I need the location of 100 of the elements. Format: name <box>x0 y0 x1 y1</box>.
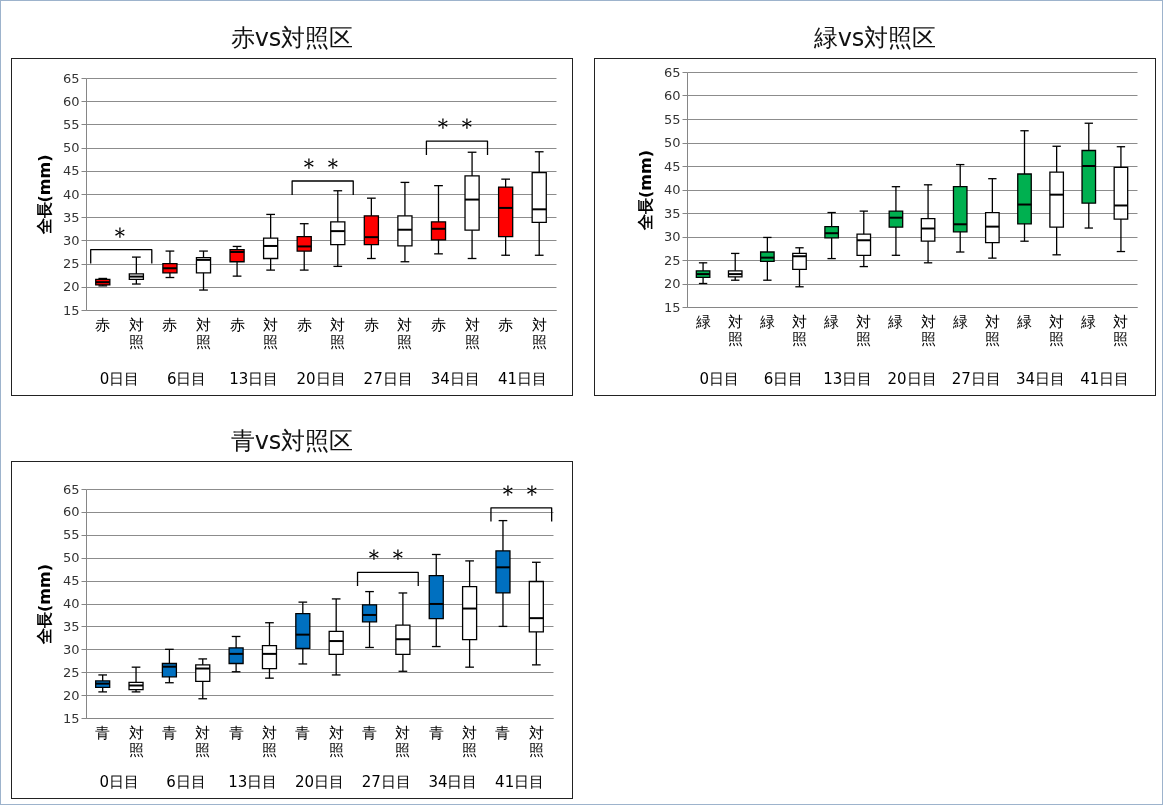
y-tick-label: 45 <box>62 163 80 179</box>
x-tick-label: 6日目 <box>763 370 804 388</box>
text: 青 <box>95 724 111 742</box>
y-tick-label: 35 <box>62 209 80 225</box>
x-tick-label: 20日目 <box>296 370 346 388</box>
text: 緑 <box>824 313 840 331</box>
x-tick-label: 6日目 <box>166 370 207 388</box>
text: 緑 <box>888 313 904 331</box>
text: 青 <box>428 724 444 742</box>
y-tick-label: 15 <box>62 302 80 318</box>
y-tick-label: 45 <box>62 573 80 589</box>
y-axis-title: 全長(mm) <box>635 150 655 231</box>
y-tick-label: 60 <box>62 93 80 109</box>
x-tick-label: 0日目 <box>699 370 739 388</box>
text: 赤 <box>498 316 514 334</box>
text: 赤 <box>95 316 111 334</box>
y-tick-label: 35 <box>663 205 681 221</box>
y-axis-title: 全長(mm) <box>34 564 54 645</box>
y-tick-label: 55 <box>663 111 681 127</box>
y-tick-label: 25 <box>663 252 681 268</box>
x-tick-label: 13日目 <box>229 370 279 388</box>
text: 緑 <box>694 313 711 331</box>
x-tick-label: 20日目 <box>887 370 937 388</box>
x-tick-label: 41日目 <box>495 773 545 791</box>
text: 緑 <box>1017 313 1032 331</box>
text: 対照 <box>397 316 413 351</box>
y-tick-label: 30 <box>62 232 80 248</box>
text: 赤 <box>296 316 312 334</box>
y-tick-label: 65 <box>663 64 681 80</box>
y-tick-label: 65 <box>62 481 80 497</box>
x-tick-label: 34日目 <box>1016 370 1066 388</box>
text: 対照 <box>263 316 279 351</box>
text: 赤 <box>162 316 178 334</box>
text: 対照 <box>462 724 478 759</box>
y-tick-label: 15 <box>663 299 681 315</box>
y-tick-label: 25 <box>62 664 80 680</box>
y-tick-label: 15 <box>62 710 80 726</box>
annotation: ＊＊ <box>362 544 411 573</box>
y-tick-label: 60 <box>663 88 681 103</box>
text: 赤 <box>431 316 446 334</box>
x-tick-label: 0日目 <box>99 773 140 791</box>
annotation: ＊＊ <box>431 113 480 142</box>
y-tick-label: 65 <box>62 70 80 86</box>
chart-title: 赤vs対照区 <box>229 23 355 54</box>
text: 対照 <box>128 316 144 351</box>
text: 対照 <box>395 724 411 759</box>
text: 青 <box>161 724 177 742</box>
text: 対照 <box>920 313 936 348</box>
y-tick-label: 40 <box>62 186 80 202</box>
y-tick-label: 40 <box>663 182 681 197</box>
text: 赤 <box>229 316 245 334</box>
y-tick-label: 40 <box>62 596 80 611</box>
y-tick-label: 30 <box>663 229 681 244</box>
text: 対照 <box>528 724 544 759</box>
text: 対照 <box>128 724 144 759</box>
text: 青 <box>362 724 378 742</box>
text: 緑 <box>1081 313 1097 331</box>
x-tick-label: 20日目 <box>294 773 345 791</box>
text: 対照 <box>195 724 211 759</box>
annotation: ＊ <box>107 221 132 250</box>
text: 対照 <box>464 316 480 351</box>
x-tick-label: 27日目 <box>361 773 411 791</box>
y-tick-label: 50 <box>62 140 80 156</box>
x-tick-label: 27日目 <box>363 370 413 388</box>
text: 緑 <box>952 313 968 331</box>
y-tick-label: 55 <box>62 116 80 132</box>
x-tick-label: 41日目 <box>1080 370 1130 388</box>
chart-title: 緑vs対照区 <box>812 23 938 54</box>
text: 対照 <box>330 316 346 351</box>
y-tick-label: 45 <box>663 158 681 174</box>
text: 赤 <box>363 316 379 334</box>
y-tick-label: 55 <box>62 527 80 543</box>
text: 対照 <box>727 313 743 348</box>
y-tick-label: 20 <box>663 276 681 291</box>
y-tick-label: 60 <box>62 504 80 520</box>
text: 対照 <box>328 724 344 759</box>
x-tick-label: 27日目 <box>951 370 1001 388</box>
text: 緑 <box>759 313 775 331</box>
text: 対照 <box>531 316 547 351</box>
text: 対照 <box>984 313 1000 348</box>
text: 対照 <box>1113 313 1129 348</box>
y-tick-label: 35 <box>62 618 80 634</box>
y-axis-title: 全長(mm) <box>34 154 54 236</box>
text: 青 <box>295 724 311 742</box>
annotation: ＊＊ <box>297 153 345 182</box>
x-tick-label: 41日目 <box>497 370 547 388</box>
y-tick-label: 50 <box>62 550 80 566</box>
text: 対照 <box>792 313 807 348</box>
x-tick-label: 13日目 <box>823 370 873 388</box>
text: 青 <box>495 724 511 742</box>
text: 対照 <box>261 724 277 759</box>
x-tick-label: 0日目 <box>99 370 140 388</box>
text: 青 <box>228 724 244 742</box>
text: 対照 <box>1049 313 1065 348</box>
x-tick-label: 6日目 <box>166 773 206 791</box>
x-tick-label: 13日目 <box>228 773 278 791</box>
y-tick-label: 20 <box>62 279 80 295</box>
x-tick-label: 34日目 <box>428 773 478 791</box>
y-tick-label: 50 <box>663 135 681 150</box>
y-tick-label: 30 <box>62 641 80 657</box>
